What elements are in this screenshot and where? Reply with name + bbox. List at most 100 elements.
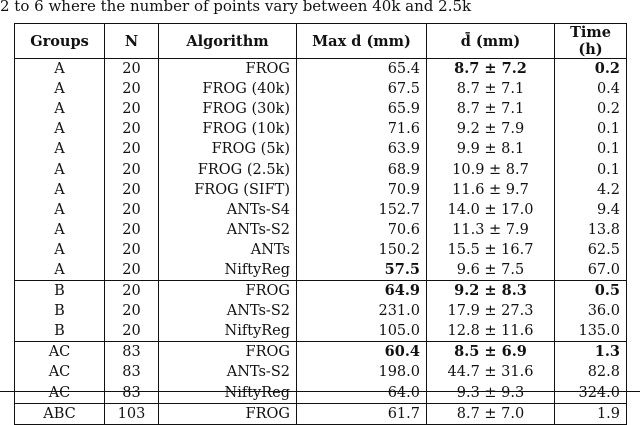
header-max-d: Max d (mm) [296,23,427,59]
cell-max-d: 71.6 [296,119,427,140]
cell-mean-d: 15.5 ± 16.7 [426,239,555,260]
cell-group: A [14,259,105,281]
table-row: A 20 ANTs-S2 70.6 11.3 ± 7.9 13.8 [14,219,627,240]
table-row: A 20 FROG (SIFT) 70.9 11.6 ± 9.7 4.2 [14,179,627,200]
cell-n: 20 [104,280,159,302]
cell-max-d: 70.9 [296,179,427,200]
cell-n: 20 [104,219,159,240]
cell-algorithm: ANTs-S4 [158,199,297,220]
cell-max-d: 231.0 [296,301,427,322]
cell-algorithm: FROG (40k) [158,79,297,100]
cell-algorithm: FROG [158,341,297,363]
header-groups: Groups [14,23,105,59]
cell-max-d: 61.7 [296,403,427,425]
cell-n: 20 [104,259,159,281]
table-row: AC 83 FROG 60.4 8.5 ± 6.9 1.3 [14,341,627,363]
cell-group: A [14,99,105,120]
cell-n: 20 [104,301,159,322]
table-row: A 20 FROG (2.5k) 68.9 10.9 ± 8.7 0.1 [14,159,627,180]
cell-max-d: 64.0 [296,382,427,404]
cell-max-d: 68.9 [296,159,427,180]
cell-mean-d: 8.7 ± 7.0 [426,403,555,425]
cell-mean-d: 9.6 ± 7.5 [426,259,555,281]
cell-n: 20 [104,139,159,160]
cell-algorithm: NiftyReg [158,259,297,281]
cell-algorithm: FROG (30k) [158,99,297,120]
cell-time: 0.4 [554,79,627,100]
cell-mean-d: 44.7 ± 31.6 [426,362,555,383]
cell-mean-d: 9.2 ± 7.9 [426,119,555,140]
cell-time: 4.2 [554,179,627,200]
table-body: A 20 FROG 65.4 8.7 ± 7.2 0.2 A 20 FROG (40k) 67.5… [14,58,627,425]
header-mean-d: d̄ (mm) [426,23,555,59]
cell-group: A [14,79,105,100]
cell-time: 36.0 [554,301,627,322]
cell-time: 13.8 [554,219,627,240]
cell-mean-d: 9.9 ± 8.1 [426,139,555,160]
cell-mean-d: 8.7 ± 7.1 [426,99,555,120]
cell-group: A [14,219,105,240]
cell-mean-d: 11.6 ± 9.7 [426,179,555,200]
cell-algorithm: ANTs-S2 [158,362,297,383]
cell-group: A [14,119,105,140]
cell-algorithm: FROG (SIFT) [158,179,297,200]
cell-mean-d: 8.7 ± 7.1 [426,79,555,100]
cell-group: B [14,280,105,302]
cell-n: 20 [104,79,159,100]
table-row: B 20 ANTs-S2 231.0 17.9 ± 27.3 36.0 [14,301,627,322]
cell-algorithm: ANTs [158,239,297,260]
cell-mean-d: 9.3 ± 9.3 [426,382,555,404]
table-row: B 20 FROG 64.9 9.2 ± 8.3 0.5 [14,280,627,302]
cell-mean-d: 9.2 ± 8.3 [426,280,555,302]
cell-mean-d: 10.9 ± 8.7 [426,159,555,180]
results-table: Groups N Algorithm Max d (mm) d̄ (mm) Ti… [14,23,627,425]
table-row: A 20 ANTs 150.2 15.5 ± 16.7 62.5 [14,239,627,260]
cell-max-d: 63.9 [296,139,427,160]
cell-n: 103 [104,403,159,425]
bottom-rule [0,391,640,392]
cell-algorithm: FROG [158,58,297,80]
table-row: AC 83 NiftyReg 64.0 9.3 ± 9.3 324.0 [14,382,627,404]
cell-n: 20 [104,321,159,342]
cell-group: AC [14,362,105,383]
table-row: AC 83 ANTs-S2 198.0 44.7 ± 31.6 82.8 [14,362,627,383]
cell-time: 0.5 [554,280,627,302]
table-row: A 20 FROG (30k) 65.9 8.7 ± 7.1 0.2 [14,99,627,120]
cell-group: ABC [14,403,105,425]
cell-time: 82.8 [554,362,627,383]
cell-mean-d: 17.9 ± 27.3 [426,301,555,322]
cell-n: 83 [104,362,159,383]
cell-algorithm: ANTs-S2 [158,301,297,322]
cell-n: 20 [104,58,159,80]
cell-time: 9.4 [554,199,627,220]
cell-time: 67.0 [554,259,627,281]
cell-max-d: 70.6 [296,219,427,240]
table-row: A 20 FROG (5k) 63.9 9.9 ± 8.1 0.1 [14,139,627,160]
cell-mean-d: 8.7 ± 7.2 [426,58,555,80]
cell-algorithm: FROG [158,403,297,425]
table-row: A 20 NiftyReg 57.5 9.6 ± 7.5 67.0 [14,259,627,281]
cell-group: A [14,139,105,160]
table-row: B 20 NiftyReg 105.0 12.8 ± 11.6 135.0 [14,321,627,342]
cell-max-d: 105.0 [296,321,427,342]
cell-time: 62.5 [554,239,627,260]
cell-group: AC [14,341,105,363]
cell-max-d: 67.5 [296,79,427,100]
table-row: A 20 FROG 65.4 8.7 ± 7.2 0.2 [14,58,627,80]
cell-max-d: 150.2 [296,239,427,260]
cell-time: 324.0 [554,382,627,404]
cell-algorithm: FROG (5k) [158,139,297,160]
cell-mean-d: 11.3 ± 7.9 [426,219,555,240]
cell-max-d: 64.9 [296,280,427,302]
cell-n: 20 [104,199,159,220]
cell-max-d: 57.5 [296,259,427,281]
cell-time: 1.3 [554,341,627,363]
table-row: A 20 FROG (40k) 67.5 8.7 ± 7.1 0.4 [14,79,627,100]
cell-algorithm: ANTs-S2 [158,219,297,240]
cell-n: 20 [104,239,159,260]
cell-time: 0.1 [554,159,627,180]
cell-mean-d: 14.0 ± 17.0 [426,199,555,220]
header-row: Groups N Algorithm Max d (mm) d̄ (mm) Ti… [14,23,627,59]
cell-n: 20 [104,99,159,120]
cell-max-d: 152.7 [296,199,427,220]
